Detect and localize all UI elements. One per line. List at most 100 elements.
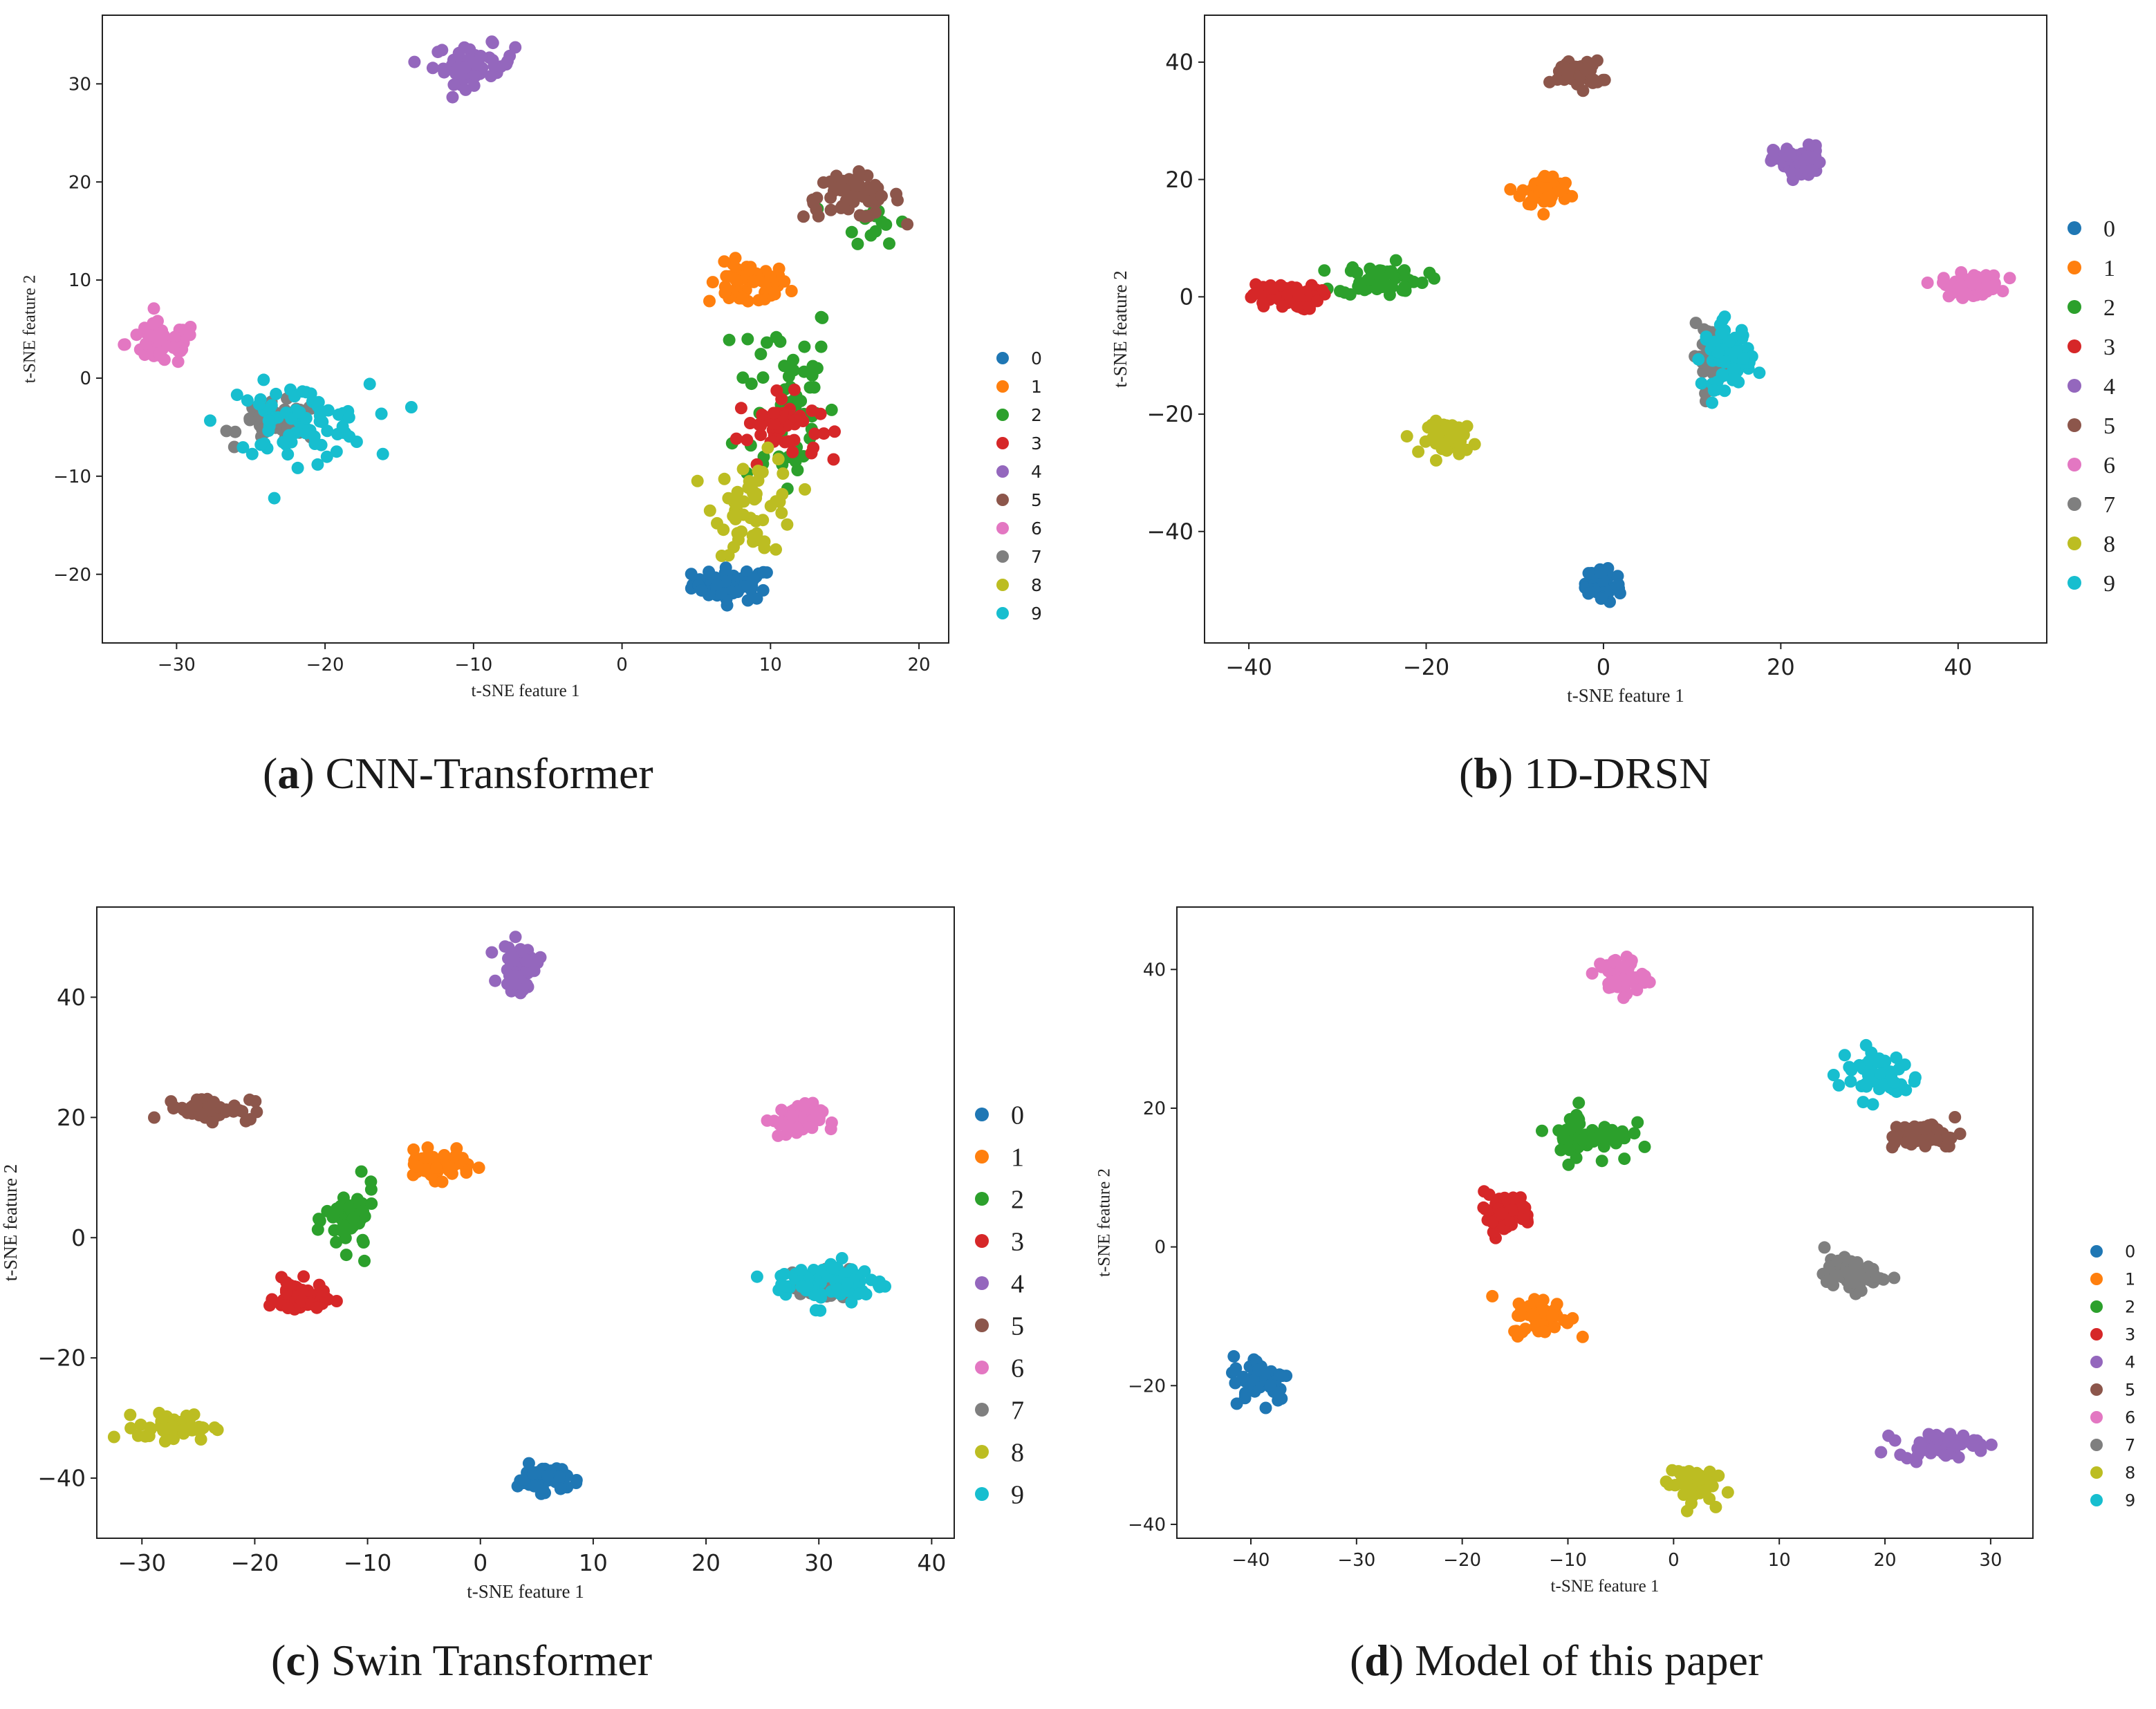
point-class-2 (1595, 1155, 1608, 1168)
point-class-2 (1384, 267, 1397, 280)
point-class-2 (864, 229, 877, 242)
point-class-6 (1969, 277, 1982, 290)
point-class-0 (570, 1477, 583, 1489)
point-class-0 (710, 578, 723, 591)
point-class-3 (782, 435, 794, 448)
point-class-3 (1477, 1201, 1490, 1214)
point-class-2 (1606, 1123, 1619, 1137)
point-class-9 (1753, 366, 1766, 380)
legend-marker-7 (2067, 497, 2081, 511)
x-tick-label: 0 (473, 1549, 487, 1576)
point-class-4 (521, 955, 534, 968)
point-class-6 (1987, 269, 2000, 282)
y-tick-label: −20 (53, 565, 91, 586)
point-class-2 (311, 1223, 324, 1236)
point-class-1 (430, 1161, 443, 1175)
point-class-8 (758, 541, 771, 554)
point-class-5 (233, 1104, 246, 1117)
point-class-8 (1468, 438, 1481, 451)
point-class-7 (1848, 1276, 1861, 1289)
point-class-8 (1682, 1465, 1695, 1478)
point-class-8 (761, 441, 774, 454)
legend: 0 1 2 3 4 5 6 7 8 9 (996, 348, 1042, 624)
point-class-2 (1382, 279, 1395, 292)
point-class-0 (1230, 1397, 1243, 1410)
point-class-8 (131, 1429, 145, 1442)
legend-marker-0 (975, 1108, 989, 1121)
point-class-7 (229, 425, 242, 438)
point-class-3 (1276, 300, 1289, 313)
point-class-9 (281, 448, 295, 461)
point-class-2 (1638, 1140, 1651, 1153)
point-class-3 (295, 1295, 308, 1308)
legend-marker-5 (996, 494, 1009, 506)
legend-marker-0 (2067, 221, 2081, 235)
point-class-5 (148, 1111, 160, 1124)
x-tick-label: 30 (1979, 1550, 2002, 1571)
point-class-2 (1631, 1116, 1644, 1129)
point-class-2 (782, 370, 795, 383)
legend-marker-5 (2090, 1383, 2103, 1396)
point-class-4 (447, 78, 461, 91)
plot-area (1177, 907, 2033, 1538)
legend-label-9: 9 (2103, 571, 2115, 597)
point-class-2 (808, 381, 821, 394)
point-class-1 (747, 274, 760, 288)
point-class-4 (459, 83, 472, 96)
point-class-8 (124, 1408, 137, 1421)
point-class-4 (1910, 1455, 1923, 1468)
plot-area (97, 907, 954, 1538)
point-class-3 (1496, 1206, 1509, 1220)
point-class-8 (756, 514, 770, 527)
x-tick-label: −10 (344, 1549, 392, 1576)
point-class-2 (365, 1197, 378, 1210)
point-class-9 (845, 1296, 858, 1309)
caption-a: (a) CNN-Transformer (263, 749, 653, 798)
point-class-8 (144, 1423, 157, 1436)
point-class-9 (336, 420, 349, 433)
point-class-6 (167, 341, 180, 354)
point-class-5 (195, 1108, 208, 1121)
point-class-2 (357, 1204, 369, 1217)
point-class-5 (1913, 1134, 1926, 1147)
point-class-0 (1583, 568, 1596, 581)
legend-marker-1 (2067, 261, 2081, 274)
point-class-4 (1952, 1450, 1965, 1464)
point-class-5 (1930, 1133, 1943, 1146)
point-class-9 (204, 414, 216, 427)
point-class-3 (1506, 1204, 1519, 1217)
y-tick-label: 0 (71, 1224, 86, 1251)
point-class-9 (1695, 377, 1708, 390)
x-tick-label: −30 (158, 655, 196, 675)
point-class-1 (1576, 1330, 1589, 1343)
point-class-9 (245, 447, 259, 460)
point-class-6 (1594, 958, 1607, 971)
point-class-6 (1937, 276, 1949, 289)
point-class-4 (1922, 1428, 1935, 1441)
point-class-5 (1900, 1136, 1913, 1149)
point-class-9 (1692, 353, 1705, 366)
point-class-5 (817, 176, 830, 189)
point-class-8 (1436, 437, 1449, 450)
point-class-2 (356, 1233, 369, 1246)
legend-label-9: 9 (1011, 1481, 1024, 1510)
point-class-8 (737, 508, 750, 521)
point-class-2 (1562, 1158, 1575, 1171)
point-class-3 (788, 383, 801, 396)
point-class-0 (760, 566, 773, 579)
point-class-3 (310, 1301, 324, 1314)
point-class-4 (489, 974, 502, 987)
point-class-0 (740, 565, 753, 578)
point-class-5 (875, 189, 888, 203)
point-class-2 (778, 359, 791, 373)
point-class-0 (528, 1479, 541, 1493)
point-class-9 (313, 409, 326, 422)
point-class-7 (1888, 1271, 1901, 1285)
legend-label-7: 7 (1011, 1397, 1024, 1426)
y-tick-label: −40 (1128, 1515, 1166, 1535)
point-class-2 (1563, 1113, 1577, 1126)
x-tick-label: 20 (908, 655, 931, 675)
point-class-5 (181, 1106, 194, 1119)
